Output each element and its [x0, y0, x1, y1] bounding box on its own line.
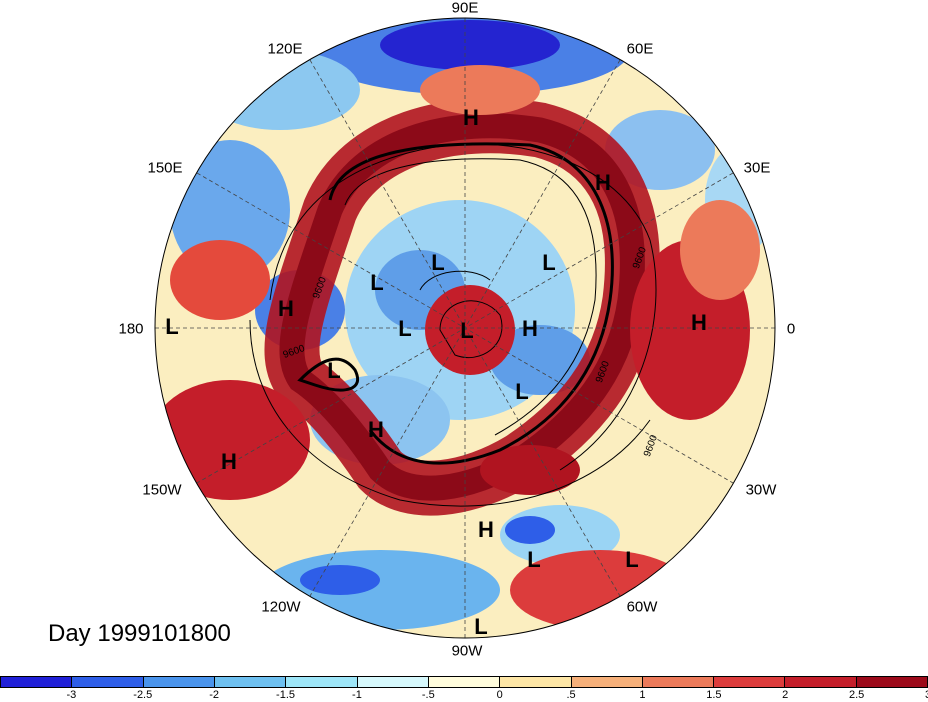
high-pressure-marker: H — [278, 296, 294, 321]
colorbar-segment — [785, 677, 857, 687]
colorbar — [0, 676, 928, 688]
colorbar-tick-label: 1 — [639, 689, 646, 701]
low-pressure-marker: L — [370, 270, 384, 295]
colorbar-segment — [214, 677, 287, 687]
lon-label-90w: 90W — [451, 642, 483, 660]
low-pressure-marker: L — [515, 379, 529, 404]
colorbar-tick-label: -1.5 — [276, 689, 296, 701]
colorbar-segment — [286, 677, 358, 687]
high-pressure-marker: H — [368, 417, 384, 442]
colorbar-segment — [714, 677, 786, 687]
colorbar-tick-label: 2 — [782, 689, 789, 701]
lon-label-150e: 150E — [147, 159, 183, 177]
high-pressure-marker: H — [478, 517, 494, 542]
lon-label-60e: 60E — [626, 40, 654, 58]
low-pressure-marker: L — [527, 547, 541, 572]
high-pressure-marker: H — [221, 449, 237, 474]
low-pressure-marker: L — [542, 250, 556, 275]
high-pressure-marker: H — [691, 310, 707, 335]
colorbar-tick-label: 0 — [496, 689, 503, 701]
lon-label-120w: 120W — [261, 598, 301, 616]
colorbar-segment — [72, 677, 144, 687]
low-pressure-marker: L — [625, 547, 639, 572]
lon-label-180: 180 — [118, 320, 144, 338]
colorbar-segment — [571, 677, 643, 687]
colorbar-tick-label: -.5 — [421, 689, 435, 701]
lon-label-30w: 30W — [745, 481, 777, 499]
date-label: Day 1999101800 — [48, 620, 231, 647]
high-pressure-marker: H — [522, 316, 538, 341]
colorbar-tick-label: -2.5 — [133, 689, 153, 701]
lon-label-120e: 120E — [267, 40, 303, 58]
lon-label-60w: 60W — [626, 598, 658, 616]
colorbar-tick-label: -2 — [209, 689, 220, 701]
colorbar-segment — [1, 677, 73, 687]
colorbar-tick-label: -3 — [66, 689, 77, 701]
low-pressure-marker: L — [165, 314, 179, 339]
colorbar-segment — [143, 677, 215, 687]
lon-label-30e: 30E — [743, 159, 771, 177]
high-pressure-marker: H — [463, 105, 479, 130]
colorbar-tick-label: .5 — [566, 689, 576, 701]
colorbar-tick-label: 2.5 — [848, 689, 865, 701]
lon-label-0: 0 — [786, 320, 796, 338]
lon-label-150w: 150W — [142, 481, 182, 499]
low-pressure-marker: L — [474, 614, 488, 639]
lon-label-90e: 90E — [451, 0, 479, 17]
graticule — [155, 18, 775, 638]
geopotential-contours — [249, 142, 657, 507]
low-pressure-marker: L — [327, 358, 341, 383]
colorbar-segment — [642, 677, 715, 687]
high-pressure-marker: H — [595, 170, 611, 195]
map-boundary — [154, 17, 776, 639]
low-pressure-marker: L — [398, 316, 412, 341]
colorbar-segment — [428, 677, 501, 687]
colorbar-segment — [856, 677, 928, 687]
low-pressure-marker: L — [460, 318, 474, 343]
colorbar-segment — [500, 677, 572, 687]
low-pressure-marker: L — [431, 250, 445, 275]
colorbar-tick-label: 1.5 — [706, 689, 722, 701]
colorbar-segment — [357, 677, 429, 687]
colorbar-tick-label: -1 — [352, 689, 362, 701]
colorbar-tick-label: 3 — [925, 689, 928, 701]
